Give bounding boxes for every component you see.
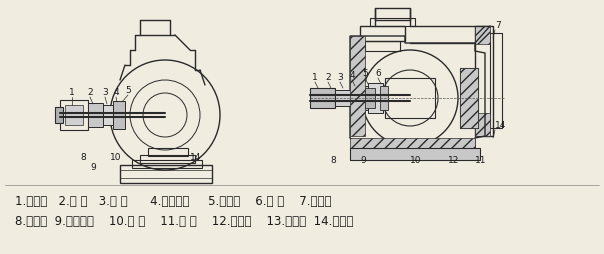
Bar: [365, 88, 375, 108]
Bar: [335, 90, 353, 106]
Text: 14: 14: [190, 153, 201, 162]
Bar: [365, 41, 400, 51]
Bar: [460, 68, 478, 128]
Text: 5: 5: [362, 69, 368, 78]
Text: 3: 3: [337, 73, 343, 82]
Bar: [310, 88, 335, 108]
Bar: [113, 101, 125, 129]
Text: 6: 6: [375, 69, 381, 78]
Text: 10: 10: [410, 156, 422, 165]
Bar: [350, 148, 480, 160]
Bar: [148, 148, 188, 156]
Bar: [60, 100, 88, 130]
Text: 7: 7: [495, 21, 501, 30]
Text: 8: 8: [330, 156, 336, 165]
Text: 2: 2: [325, 73, 331, 82]
Bar: [88, 103, 103, 127]
Bar: [350, 138, 475, 153]
Text: 10: 10: [110, 153, 121, 162]
Bar: [132, 160, 202, 168]
Bar: [360, 26, 405, 41]
Bar: [353, 86, 368, 110]
Text: 12: 12: [448, 156, 460, 165]
Bar: [375, 8, 410, 20]
Text: 4: 4: [113, 88, 119, 97]
Bar: [370, 18, 415, 26]
Text: 1: 1: [69, 88, 75, 97]
Text: 1: 1: [312, 73, 318, 82]
Bar: [65, 105, 83, 125]
Text: 14: 14: [495, 121, 506, 130]
Bar: [103, 105, 113, 125]
Text: 5: 5: [125, 86, 131, 95]
Text: 2: 2: [87, 88, 93, 97]
Text: 9: 9: [360, 156, 366, 165]
Text: 8: 8: [80, 153, 86, 162]
Bar: [475, 26, 490, 44]
Text: 11: 11: [475, 156, 486, 165]
Bar: [475, 26, 493, 136]
Bar: [385, 78, 435, 118]
Bar: [460, 68, 478, 128]
Text: 3: 3: [102, 88, 108, 97]
Bar: [350, 36, 365, 136]
Text: 8.进口座  9.前密封环    10.叶 轮    11.后 盖    12.档水圈    13.加液孔  14.回液孔: 8.进口座 9.前密封环 10.叶 轮 11.后 盖 12.档水圈 13.加液孔…: [15, 215, 353, 228]
Bar: [140, 155, 195, 163]
Text: 4: 4: [349, 71, 355, 80]
Bar: [475, 113, 490, 136]
Text: 9: 9: [90, 163, 96, 172]
Text: 1.联轴器   2.泵 轴   3.轴 承      4.机械密封     5.轴水体    6.泵 壳    7.出口座: 1.联轴器 2.泵 轴 3.轴 承 4.机械密封 5.轴水体 6.泵 壳 7.出…: [15, 195, 332, 208]
Bar: [380, 86, 388, 110]
Bar: [120, 165, 212, 183]
Bar: [55, 107, 63, 123]
Bar: [368, 83, 383, 113]
Bar: [490, 33, 502, 128]
